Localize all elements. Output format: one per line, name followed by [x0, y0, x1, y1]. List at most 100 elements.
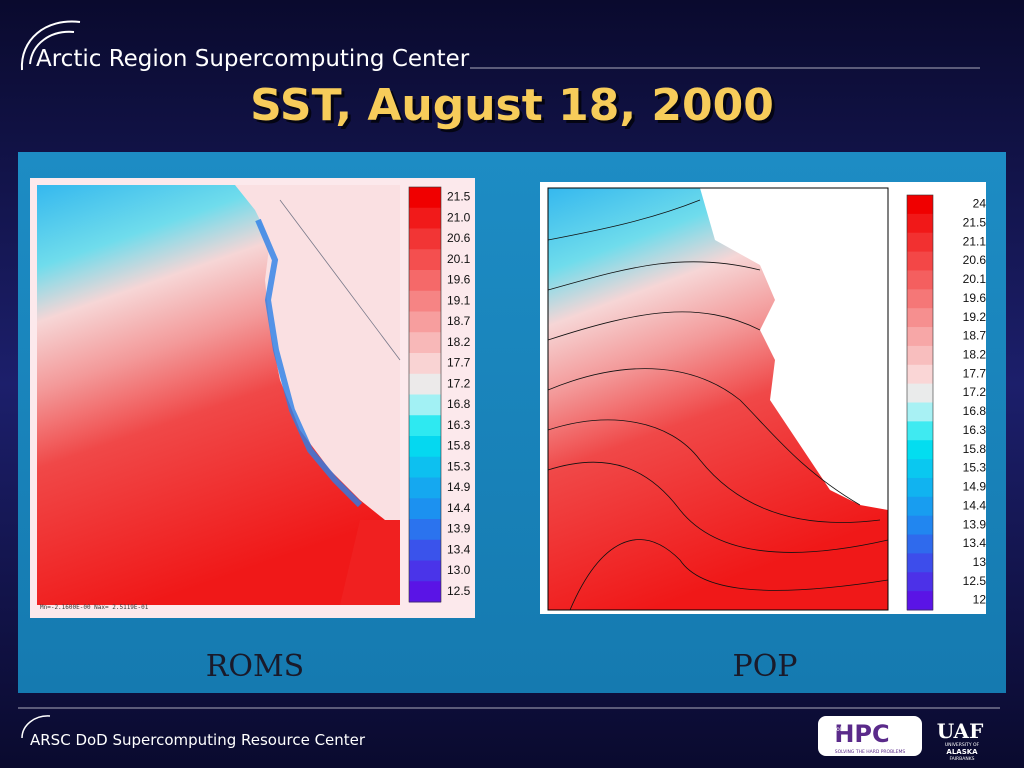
hpc-logo: HPC DoD SOLVING THE HARD PROBLEMS	[818, 716, 922, 756]
colorbar-label: 15.3	[447, 459, 471, 473]
colorbar-label: 19.1	[447, 293, 471, 307]
colorbar-label: 14.9	[447, 480, 471, 494]
colorbar-swatch	[409, 436, 441, 458]
colorbar-swatch	[409, 456, 441, 478]
colorbar-swatch	[409, 581, 441, 603]
colorbar-label: 14.4	[447, 501, 471, 515]
colorbar-label: 17.2	[963, 385, 987, 399]
colorbar-label: 20.6	[963, 253, 987, 267]
uaf-logo: UAF UNIVERSITY OF ALASKA FAIRBANKS	[937, 719, 984, 762]
colorbar-label: 24	[973, 197, 987, 211]
colorbar-swatch	[409, 290, 441, 312]
colorbar-label: 13	[973, 555, 987, 569]
colorbar-swatch	[907, 251, 933, 271]
colorbar-label: 15.8	[447, 439, 471, 453]
hpc-tagline: SOLVING THE HARD PROBLEMS	[835, 749, 906, 755]
colorbar-label: 18.2	[447, 335, 471, 349]
colorbar-swatch	[409, 207, 441, 229]
colorbar-label: 16.8	[447, 397, 471, 411]
uaf-line3: FAIRBANKS	[949, 756, 974, 762]
colorbar-label: 16.8	[963, 404, 987, 418]
organization: Arctic Region Supercomputing Center	[36, 46, 470, 72]
colorbar-swatch	[907, 232, 933, 253]
colorbar-swatch	[907, 270, 933, 290]
colorbar-swatch	[409, 311, 441, 333]
colorbar-label: 12	[973, 593, 987, 607]
colorbar-swatch	[409, 373, 441, 395]
colorbar-label: 21.5	[963, 215, 987, 229]
hpc-small: DoD	[832, 726, 845, 733]
colorbar-label: 13.9	[447, 522, 471, 536]
colorbar-label: 17.7	[447, 356, 471, 370]
colorbar-swatch	[409, 332, 441, 354]
colorbar-swatch	[409, 415, 441, 437]
colorbar-swatch	[907, 553, 933, 573]
footer-logo	[21, 715, 51, 739]
colorbar-swatch	[907, 477, 933, 498]
uaf-line2: ALASKA	[946, 748, 978, 756]
colorbar-label: 19.2	[963, 310, 987, 324]
arsc-logo	[20, 20, 81, 71]
colorbar-swatch	[907, 572, 933, 592]
colorbar-label: 12.5	[447, 584, 471, 598]
colorbar-swatch	[907, 591, 933, 611]
roms-label: ROMS	[206, 649, 304, 684]
colorbar-frame	[906, 194, 934, 611]
colorbar-label: 21.5	[447, 190, 471, 204]
colorbar-swatch	[907, 402, 933, 422]
hpc-mark: HPC	[834, 720, 889, 748]
colorbar-swatch	[907, 496, 933, 517]
colorbar-swatch	[409, 228, 441, 250]
colorbar-label: 18.7	[963, 329, 987, 343]
colorbar-label: 21.0	[447, 210, 471, 224]
colorbar-label: 18.7	[447, 314, 471, 328]
colorbar-label: 14.9	[963, 480, 987, 494]
colorbar-swatch	[907, 440, 933, 460]
colorbar-label: 12.5	[963, 574, 987, 588]
roms-colorbar: 21.5 21.0 20.6 20.1 19.6 19.1 18.7 18.2 17.7 17.2…	[408, 186, 471, 603]
colorbar-label: 19.6	[447, 273, 471, 287]
colorbar-label: 14.4	[963, 498, 987, 512]
colorbar-swatch	[907, 308, 933, 328]
colorbar-swatch	[409, 187, 441, 209]
footer-text: ARSC DoD Supercomputing Resource Center	[30, 731, 366, 749]
colorbar-label: 16.3	[447, 418, 471, 432]
title: SST, August 18, 2000	[250, 80, 774, 131]
colorbar-label: 20.6	[447, 231, 471, 245]
colorbar-swatch	[409, 477, 441, 499]
colorbar-swatch	[907, 383, 933, 403]
colorbar-swatch	[409, 560, 441, 582]
min-max: Mn=-2.1600E-00 Nax= 2.5119E-01	[40, 604, 149, 611]
colorbar-swatch	[409, 539, 441, 561]
uaf-line1: UNIVERSITY OF	[945, 742, 980, 748]
colorbar-swatch	[907, 195, 933, 215]
colorbar-label: 17.7	[963, 366, 987, 380]
colorbar-label: 20.1	[963, 272, 987, 286]
colorbar-label: 13.0	[447, 563, 471, 577]
colorbar-frame	[408, 186, 442, 603]
colorbar-swatch	[409, 353, 441, 375]
colorbar-swatch	[409, 519, 441, 541]
colorbar-swatch	[409, 249, 441, 271]
colorbar-label: 20.1	[447, 252, 471, 266]
colorbar-label: 13.9	[963, 517, 987, 531]
colorbar-swatch	[907, 534, 933, 554]
colorbar-swatch	[907, 515, 933, 536]
colorbar-swatch	[907, 364, 933, 385]
colorbar-swatch	[409, 394, 441, 416]
colorbar-label: 13.4	[447, 542, 471, 556]
colorbar-swatch	[907, 327, 933, 347]
colorbar-label: 15.8	[963, 442, 987, 456]
pop-label: POP	[733, 649, 798, 684]
colorbar-swatch	[907, 421, 933, 441]
colorbar-label: 19.6	[963, 291, 987, 305]
colorbar-swatch	[409, 498, 441, 520]
colorbar-swatch	[907, 213, 933, 234]
colorbar-swatch	[409, 270, 441, 292]
title-shadow: SST, August 18, 2000	[253, 83, 777, 134]
colorbar-label: 21.1	[963, 234, 987, 248]
colorbar-swatch	[907, 345, 933, 366]
colorbar-swatch	[907, 459, 933, 479]
roms-map	[30, 178, 475, 618]
colorbar-swatch	[907, 289, 933, 309]
